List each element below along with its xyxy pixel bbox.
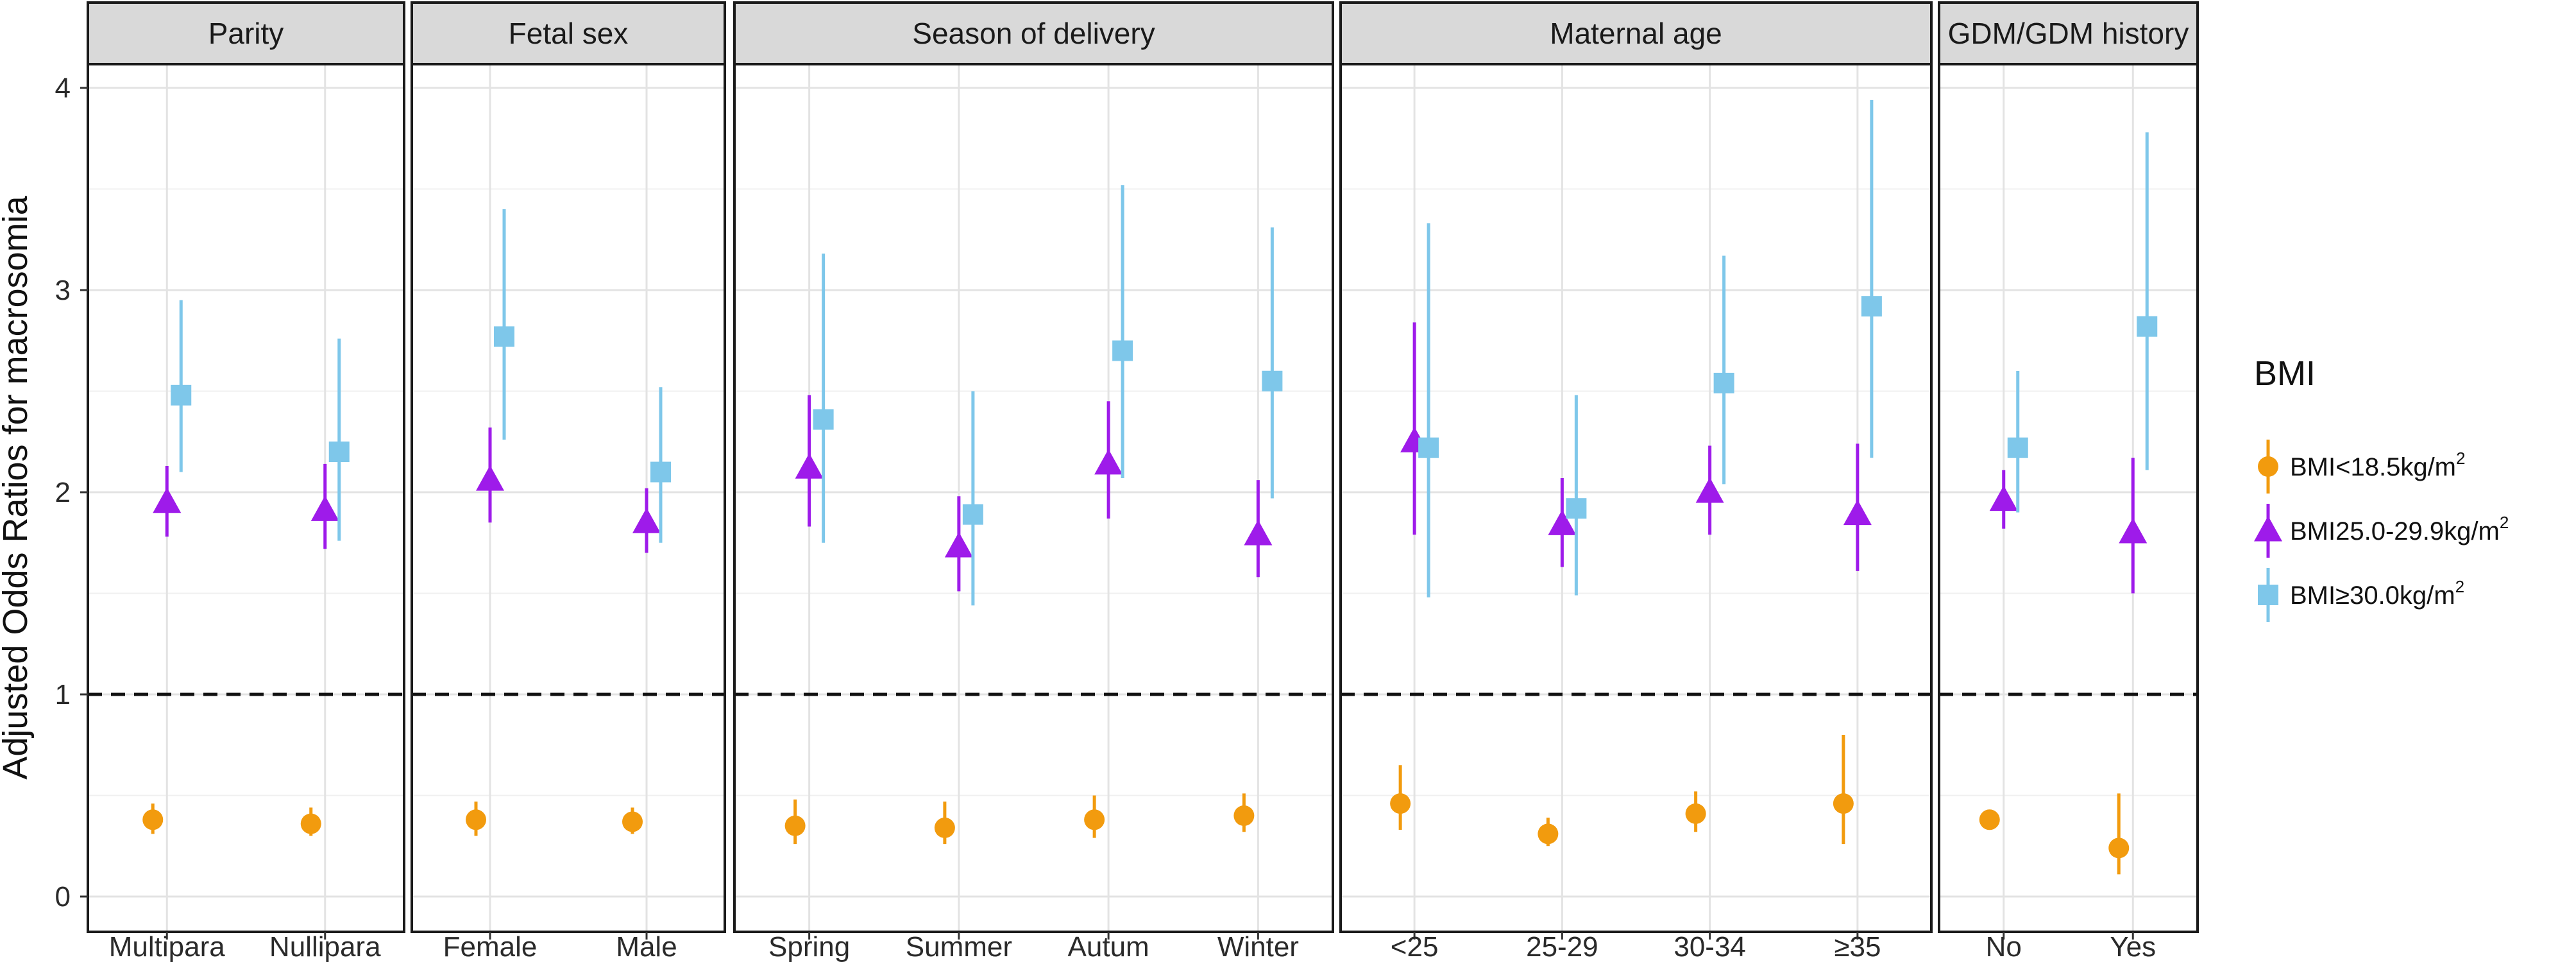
marker-overweight-p1-c0 <box>476 465 504 491</box>
panel-bg-2 <box>734 64 1333 932</box>
marker-obese-p2-c1 <box>962 504 983 525</box>
legend-key-overweight <box>2254 515 2282 542</box>
panel-strip-3 <box>1339 1 1933 65</box>
y-axis: 0 1 2 3 4 <box>55 73 88 913</box>
marker-underweight-p2-c0 <box>784 815 806 836</box>
marker-underweight-p0-c1 <box>300 813 321 834</box>
marker-obese-p1-c1 <box>650 461 671 483</box>
y-tick-label-1: 1 <box>55 679 71 710</box>
marker-underweight-p3-c0 <box>1390 793 1411 814</box>
marker-underweight-p3-c1 <box>1538 823 1559 845</box>
marker-obese-p1-c0 <box>494 326 514 347</box>
y-tick-label-3: 3 <box>55 275 71 306</box>
marker-underweight-p4-c0 <box>1979 809 2000 830</box>
marker-obese-p3-c3 <box>1861 296 1882 317</box>
x-tick-label-3-0: <25 <box>1391 931 1439 962</box>
y-axis-title: Adjusted Odds Ratios for macrosomia <box>0 195 35 779</box>
marker-obese-p0-c1 <box>328 442 350 462</box>
x-tick-label-4-0: No <box>1986 931 2022 962</box>
marker-obese-p2-c2 <box>1112 340 1133 361</box>
panel-title-1: Fetal sex <box>509 17 629 50</box>
legend-title: BMI <box>2254 354 2316 393</box>
panel-bg-4 <box>1939 64 2198 932</box>
marker-obese-p3-c0 <box>1418 437 1439 458</box>
x-tick-label-1-0: Female <box>443 931 538 962</box>
panels-layer: Parity Multipara Nullipara Fetal sex Female M… <box>87 1 2199 962</box>
x-tick-label-0-1: Nullipara <box>269 931 381 962</box>
x-tick-label-2-2: Autum <box>1068 931 1149 962</box>
marker-underweight-p3-c2 <box>1685 803 1706 824</box>
panel-strip-0 <box>87 1 405 65</box>
panel-title-3: Maternal age <box>1550 17 1722 50</box>
marker-overweight-p3-c1 <box>1548 510 1577 535</box>
legend-label-overweight: BMI25.0-29.9kg/m2 <box>2290 513 2509 545</box>
legend-label-underweight: BMI<18.5kg/m2 <box>2290 449 2465 481</box>
marker-overweight-p3-c2 <box>1695 477 1724 503</box>
marker-obese-p4-c1 <box>2137 316 2158 337</box>
marker-overweight-p3-c3 <box>1843 499 1872 526</box>
panel-title-0: Parity <box>208 17 284 50</box>
marker-obese-p0-c0 <box>171 384 192 406</box>
marker-overweight-p2-c1 <box>944 531 973 558</box>
x-tick-label-2-0: Spring <box>768 931 850 962</box>
panel-strip-2 <box>733 1 1334 65</box>
panel-3: Maternal age <25 25-29 30-34 ≥35 <box>1339 1 1933 962</box>
x-tick-label-2-3: Winter <box>1217 931 1299 962</box>
panel-1: Fetal sex Female Male <box>411 1 726 962</box>
marker-underweight-p1-c0 <box>466 809 486 830</box>
marker-overweight-p4-c1 <box>2119 517 2148 544</box>
marker-overweight-p2-c3 <box>1244 520 1273 545</box>
marker-underweight-p0-c0 <box>142 809 164 830</box>
x-tick-label-3-2: 30-34 <box>1674 931 1746 962</box>
marker-underweight-p2-c3 <box>1233 805 1255 826</box>
panel-2: Season of delivery Spring Summer Autum Winte… <box>733 1 1334 962</box>
y-tick-label-2: 2 <box>55 477 71 508</box>
panel-strip-1 <box>411 1 726 65</box>
marker-obese-p3-c2 <box>1713 372 1734 393</box>
x-tick-label-1-1: Male <box>616 931 677 962</box>
legend-item-overweight: BMI25.0-29.9kg/m2 <box>2254 504 2509 558</box>
panel-4: GDM/GDM history No Yes <box>1938 1 2199 962</box>
x-tick-label-0-0: Multipara <box>109 931 225 962</box>
x-tick-label-3-1: 25-29 <box>1526 931 1598 962</box>
panel-title-4: GDM/GDM history <box>1948 17 2189 50</box>
marker-overweight-p1-c1 <box>632 508 661 533</box>
y-tick-label-0: 0 <box>55 881 71 913</box>
marker-underweight-p3-c3 <box>1833 793 1854 814</box>
marker-underweight-p2-c2 <box>1084 809 1105 830</box>
panel-bg-3 <box>1341 64 1931 932</box>
x-tick-label-3-3: ≥35 <box>1834 931 1881 962</box>
marker-obese-p4-c0 <box>2007 437 2028 458</box>
legend-key-underweight <box>2258 456 2278 477</box>
y-tick-label-4: 4 <box>55 73 71 104</box>
legend-item-underweight: BMI<18.5kg/m2 <box>2258 440 2465 494</box>
panel-strip-4 <box>1938 1 2199 65</box>
marker-underweight-p2-c1 <box>934 817 955 838</box>
marker-overweight-p2-c0 <box>795 453 824 479</box>
marker-obese-p2-c0 <box>813 409 834 430</box>
marker-overweight-p4-c0 <box>1989 485 2018 511</box>
panel-title-2: Season of delivery <box>912 17 1155 50</box>
legend-label-obese: BMI≥30.0kg/m2 <box>2290 577 2464 610</box>
x-tick-label-4-1: Yes <box>2110 931 2156 962</box>
marker-underweight-p4-c1 <box>2108 837 2130 859</box>
panel-bg-0 <box>88 64 404 932</box>
marker-overweight-p0-c1 <box>310 495 339 521</box>
marker-obese-p3-c1 <box>1566 498 1587 519</box>
marker-obese-p2-c3 <box>1262 370 1283 391</box>
legend-key-obese <box>2258 585 2278 605</box>
legend: BMI BMI<18.5kg/m2 BMI25.0-29.9kg/m2 BMI≥30.… <box>2254 354 2509 622</box>
marker-overweight-p2-c2 <box>1094 449 1123 475</box>
panel-0: Parity Multipara Nullipara <box>87 1 405 962</box>
marker-underweight-p1-c1 <box>622 811 643 832</box>
legend-item-obese: BMI≥30.0kg/m2 <box>2258 568 2464 622</box>
marker-overweight-p0-c0 <box>153 487 182 513</box>
panel-bg-1 <box>412 64 725 932</box>
x-tick-label-2-1: Summer <box>906 931 1012 962</box>
